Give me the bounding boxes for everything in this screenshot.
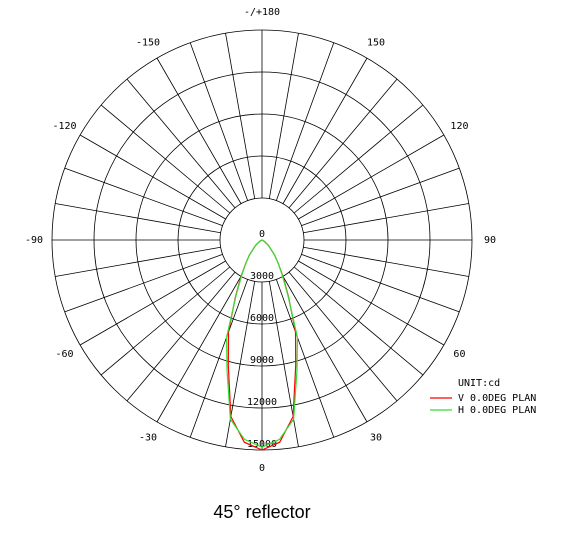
angle-tick-label: 150 [367,38,385,49]
unit-label: UNIT:cd [458,378,500,389]
angle-tick-label: -60 [56,349,74,360]
angle-tick-label: 120 [450,121,468,132]
grid-spoke [303,203,469,234]
angle-tick-label: -150 [136,38,160,49]
series-line [225,239,299,448]
angle-tick-label: 30 [370,432,382,443]
grid-spoke [303,246,469,277]
grid-spoke [79,260,226,346]
grid-spoke [100,104,231,214]
grid-spoke [64,167,223,227]
angle-tick-label: -120 [52,121,76,132]
grid-spoke [301,167,460,227]
angle-tick-label: 0 [259,463,265,474]
grid-spoke [55,203,221,234]
grid-spoke [268,33,299,199]
grid-spoke [293,266,424,376]
r-tick-label: 6000 [250,313,274,324]
grid-spoke [282,276,368,423]
angle-tick-label: -/+180 [244,7,280,18]
grid-spoke [288,78,398,209]
angle-tick-label: -90 [25,235,43,246]
grid-spoke [301,253,460,313]
grid-spoke [100,266,231,376]
grid-spoke [293,104,424,214]
grid-spoke [189,42,249,201]
grid-spoke [156,57,242,204]
r-tick-label: 0 [259,229,265,240]
angle-tick-label: 90 [484,235,496,246]
grid-spoke [79,134,226,220]
grid-spoke [225,33,256,199]
angle-tick-label: -30 [139,432,157,443]
grid-spoke [156,276,242,423]
grid-spoke [298,134,445,220]
legend-label: H 0.0DEG PLAN [458,405,536,416]
grid-spoke [275,279,335,438]
angle-tick-label: 60 [453,349,465,360]
grid-spoke [282,57,368,204]
legend-label: V 0.0DEG PLAN [458,393,536,404]
r-tick-label: 12000 [247,397,277,408]
grid-spoke [126,271,236,402]
grid-spoke [126,78,236,209]
grid-spoke [55,246,221,277]
grid-spoke [275,42,335,201]
grid-spoke [64,253,223,313]
caption: 45° reflector [213,502,310,522]
r-tick-label: 9000 [250,355,274,366]
grid-spoke [189,279,249,438]
grid-spoke [288,271,398,402]
r-tick-label: 3000 [250,271,274,282]
r-tick-label: 15000 [247,439,277,450]
grid-spoke [298,260,445,346]
